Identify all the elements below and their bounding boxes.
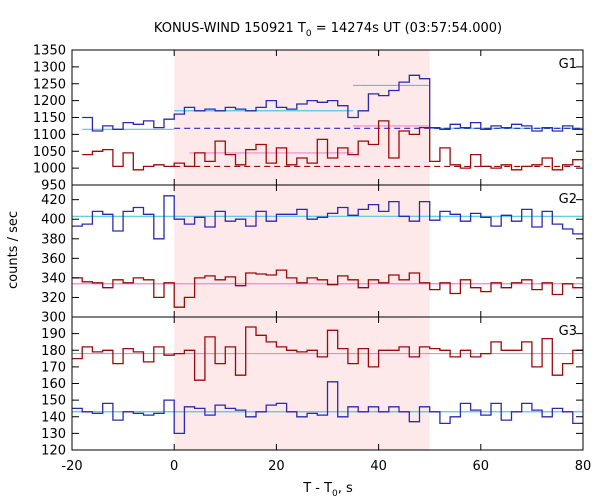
y-tick-label: 1200	[33, 94, 66, 109]
x-tick-label: 0	[170, 459, 178, 474]
series-blue-g1	[82, 74, 583, 132]
panel-label: G2	[559, 192, 577, 207]
x-axis-label: T - T0, s	[302, 481, 353, 499]
panel-label: G1	[559, 57, 577, 72]
y-tick-label: 1300	[33, 60, 66, 75]
series-red-g1	[82, 120, 583, 171]
x-tick-label: 20	[268, 459, 285, 474]
y-tick-label: 360	[41, 252, 66, 267]
y-tick-label: 1150	[33, 111, 66, 126]
y-tick-label: 1250	[33, 77, 66, 92]
series-blue-g3	[72, 381, 583, 435]
y-tick-label: 1100	[33, 128, 66, 143]
y-tick-label: 1000	[33, 162, 66, 177]
x-tick-label: 60	[473, 459, 490, 474]
y-tick-label: 420	[41, 193, 66, 208]
highlight-interval	[174, 50, 430, 450]
x-tick-label: 80	[575, 459, 592, 474]
y-tick-label: 400	[41, 213, 66, 228]
x-axis-label-main: T - T	[302, 481, 332, 496]
y-tick-label: 170	[41, 360, 66, 375]
y-tick-label: 380	[41, 232, 66, 247]
x-tick-label: 40	[370, 459, 387, 474]
y-tick-label: 130	[41, 427, 66, 442]
x-axis-label-rest: , s	[338, 481, 353, 496]
series-red-g2	[72, 269, 583, 308]
chart-title-main: KONUS-WIND 150921 T	[154, 21, 306, 36]
chart-title-subscript: 0	[306, 29, 312, 39]
plot-area: 95010001050110011501200125013001350G1300…	[33, 44, 591, 475]
y-tick-label: 320	[41, 291, 66, 306]
y-tick-label: 150	[41, 394, 66, 409]
y-tick-label: 950	[41, 179, 66, 194]
series-red-g3	[72, 326, 583, 381]
y-tick-label: 190	[41, 327, 66, 342]
x-axis-label-subscript: 0	[332, 489, 338, 499]
y-tick-label: 120	[41, 444, 66, 459]
y-tick-label: 1050	[33, 145, 66, 160]
y-tick-label: 180	[41, 344, 66, 359]
y-tick-label: 1350	[33, 44, 66, 59]
series-blue-g2	[72, 195, 583, 240]
y-axis-label: counts / sec	[6, 211, 21, 289]
y-tick-label: 160	[41, 377, 66, 392]
chart-title-rest: = 14274s UT (03:57:54.000)	[312, 21, 502, 36]
panel-g2: 300 320 340 360 380 400 420 G2	[41, 184, 584, 326]
y-tick-label: 340	[41, 271, 66, 286]
x-tick-label: -20	[61, 459, 82, 474]
y-tick-label: 140	[41, 410, 66, 425]
panel-label: G3	[559, 324, 577, 339]
chart-title: KONUS-WIND 150921 T0 = 14274s UT (03:57:…	[154, 21, 502, 39]
y-tick-label: 300	[41, 311, 66, 326]
